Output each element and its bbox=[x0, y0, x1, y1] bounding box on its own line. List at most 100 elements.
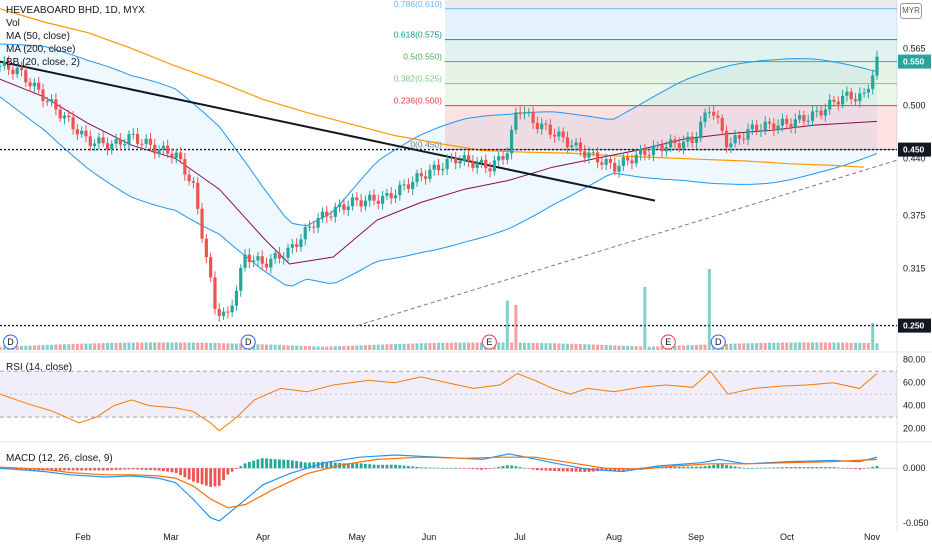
candle-body bbox=[785, 118, 789, 124]
candle-body bbox=[587, 152, 591, 158]
volume-bar bbox=[286, 345, 290, 350]
candle-body bbox=[49, 99, 54, 102]
volume-bar bbox=[441, 342, 445, 350]
legend-volume: Vol bbox=[6, 18, 20, 29]
price-tick-label: 0.375 bbox=[903, 211, 926, 221]
candle-body bbox=[230, 305, 234, 313]
volume-bar bbox=[596, 344, 600, 350]
candle-body bbox=[767, 121, 772, 124]
event-marker bbox=[3, 334, 19, 350]
rsi-tick-label: 20.00 bbox=[903, 424, 926, 434]
macd-histogram-bar bbox=[677, 466, 681, 469]
volume-bar bbox=[871, 323, 875, 350]
volume-bar bbox=[583, 344, 587, 350]
macd-histogram-bar bbox=[161, 468, 165, 472]
candle-body bbox=[742, 138, 746, 140]
volume-bar bbox=[179, 342, 183, 350]
fib-zone bbox=[445, 83, 897, 106]
macd-histogram-bar bbox=[832, 467, 836, 469]
volume-bar bbox=[299, 345, 303, 350]
candle-body bbox=[239, 267, 243, 291]
macd-histogram-bar bbox=[424, 467, 428, 469]
candle-body bbox=[806, 120, 810, 122]
macd-histogram-bar bbox=[213, 468, 217, 487]
candle-body bbox=[256, 256, 260, 261]
legend-bollinger: BB (20, close, 2) bbox=[6, 57, 80, 68]
macd-histogram-bar bbox=[875, 466, 879, 469]
volume-bar bbox=[316, 346, 320, 350]
fib-label: 0.382(0.525) bbox=[394, 74, 442, 84]
macd-histogram-bar bbox=[707, 465, 711, 469]
macd-histogram-bar bbox=[540, 468, 544, 471]
candle-body bbox=[733, 135, 737, 144]
candle-body bbox=[170, 153, 174, 158]
volume-bar bbox=[37, 345, 41, 350]
candle-body bbox=[385, 193, 389, 196]
candle-body bbox=[647, 155, 651, 157]
candle-body bbox=[690, 136, 694, 143]
candle-body bbox=[484, 159, 488, 169]
macd-histogram-bar bbox=[789, 467, 793, 469]
candle-body bbox=[0, 66, 2, 67]
volume-bar bbox=[50, 344, 54, 350]
candle-body bbox=[320, 211, 325, 219]
macd-histogram-bar bbox=[432, 467, 436, 469]
candle-body bbox=[368, 194, 372, 201]
legend-ma200: MA (200, close) bbox=[6, 44, 76, 55]
candle-body bbox=[415, 173, 419, 183]
volume-bar bbox=[462, 342, 466, 350]
volume-bar bbox=[733, 343, 737, 350]
candle-body bbox=[247, 254, 251, 263]
candle-body bbox=[209, 257, 213, 278]
candle-body bbox=[15, 67, 19, 75]
macd-histogram-bar bbox=[67, 468, 71, 471]
candle-body bbox=[815, 110, 819, 112]
candle-body bbox=[441, 168, 445, 171]
candle-body bbox=[299, 239, 303, 247]
macd-histogram-bar bbox=[535, 468, 539, 471]
macd-histogram-bar bbox=[63, 468, 66, 471]
event-marker bbox=[660, 334, 676, 350]
macd-histogram-bar bbox=[342, 463, 346, 469]
volume-bar bbox=[522, 342, 526, 350]
volume-bar bbox=[768, 342, 772, 350]
volume-bar bbox=[136, 342, 140, 350]
volume-bar bbox=[97, 343, 101, 350]
bollinger-upper bbox=[0, 43, 878, 227]
candle-body bbox=[595, 152, 600, 163]
candle-body bbox=[123, 144, 127, 146]
candle-body bbox=[454, 157, 458, 164]
macd-histogram-bar bbox=[497, 466, 501, 469]
volume-bar bbox=[819, 342, 823, 350]
candle-body bbox=[428, 169, 432, 179]
volume-bar bbox=[510, 342, 514, 350]
macd-histogram-bar bbox=[398, 465, 402, 469]
macd-histogram-bar bbox=[170, 468, 174, 473]
macd-histogram-bar bbox=[174, 468, 178, 474]
currency-button[interactable]: MYR bbox=[900, 3, 922, 19]
downtrend-line bbox=[0, 60, 656, 202]
volume-bar bbox=[217, 343, 221, 350]
volume-bar bbox=[578, 344, 582, 350]
volume-bar bbox=[256, 344, 260, 350]
candle-body bbox=[204, 238, 208, 258]
candle-body bbox=[699, 121, 703, 139]
volume-bar bbox=[54, 344, 58, 350]
macd-histogram-bar bbox=[664, 466, 668, 469]
candle-body bbox=[604, 159, 608, 165]
candle-body bbox=[37, 82, 41, 90]
candle-body bbox=[681, 141, 686, 149]
x-tick-label: Jun bbox=[422, 532, 437, 542]
candle-body bbox=[166, 145, 170, 154]
macd-histogram-bar bbox=[613, 468, 617, 471]
volume-bar bbox=[170, 342, 174, 350]
volume-bar bbox=[544, 343, 548, 350]
volume-bar bbox=[475, 342, 479, 350]
candle-body bbox=[845, 91, 849, 96]
volume-bar bbox=[2, 346, 6, 350]
macd-histogram-bar bbox=[604, 468, 608, 471]
candle-body bbox=[282, 257, 286, 259]
macd-histogram-bar bbox=[153, 468, 157, 471]
macd-histogram-bar bbox=[849, 468, 853, 469]
